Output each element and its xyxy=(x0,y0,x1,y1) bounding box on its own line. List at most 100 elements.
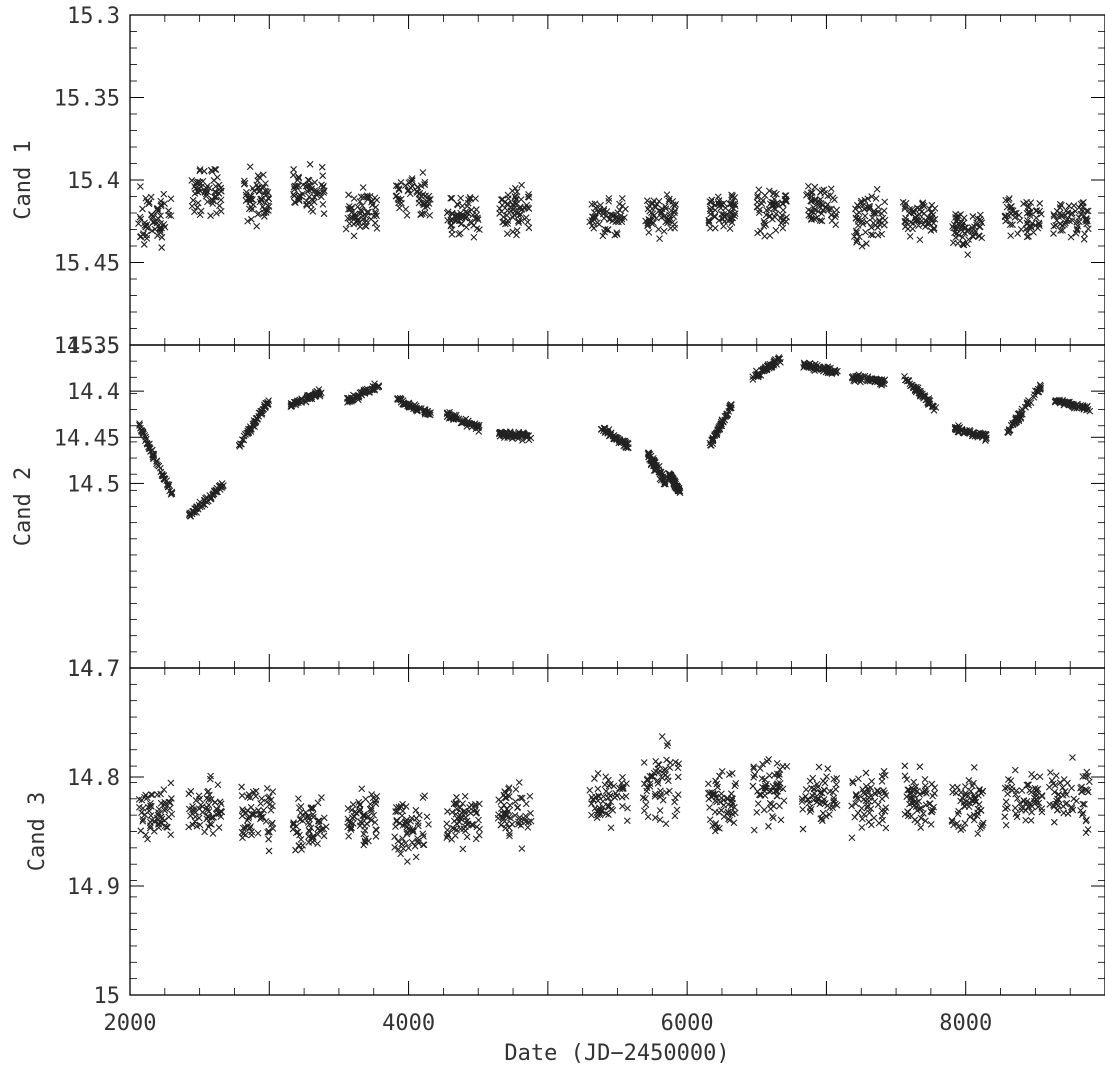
data-point xyxy=(769,782,777,790)
data-point xyxy=(726,225,734,232)
data-point xyxy=(666,764,674,771)
data-point xyxy=(725,771,733,778)
data-point xyxy=(405,403,413,411)
data-point xyxy=(400,400,408,408)
data-point xyxy=(808,198,816,205)
data-point xyxy=(217,196,225,204)
data-point xyxy=(245,428,253,436)
data-point xyxy=(862,782,870,790)
data-point xyxy=(403,212,411,219)
data-point xyxy=(1023,228,1031,236)
data-point xyxy=(656,807,664,814)
data-point xyxy=(755,209,763,217)
data-point xyxy=(1023,198,1030,206)
data-point xyxy=(852,373,859,380)
data-point xyxy=(959,234,967,241)
data-point xyxy=(393,818,401,825)
data-point xyxy=(770,204,778,212)
data-point xyxy=(666,787,673,795)
data-point xyxy=(1028,808,1036,816)
data-point xyxy=(203,806,211,814)
data-point xyxy=(968,796,976,804)
data-point xyxy=(161,807,169,814)
data-point xyxy=(1033,387,1041,395)
data-point xyxy=(1002,798,1010,806)
data-point xyxy=(858,824,866,831)
data-point xyxy=(827,185,835,193)
data-point xyxy=(773,781,781,789)
data-point xyxy=(881,771,889,779)
data-point xyxy=(1084,225,1092,233)
data-point xyxy=(526,792,534,800)
data-point xyxy=(136,183,144,190)
data-point xyxy=(203,795,211,802)
data-point xyxy=(709,822,717,829)
data-point xyxy=(765,755,773,763)
data-point xyxy=(675,760,683,768)
data-point xyxy=(167,831,175,839)
data-point xyxy=(875,216,883,224)
data-point xyxy=(149,450,157,458)
data-point xyxy=(861,205,868,213)
data-point xyxy=(296,831,303,839)
data-point xyxy=(881,198,889,206)
data-point xyxy=(514,820,522,828)
data-point xyxy=(515,779,523,786)
data-point xyxy=(651,790,659,798)
data-point xyxy=(403,858,411,865)
data-point xyxy=(1001,813,1009,821)
data-point xyxy=(1002,196,1010,204)
data-point xyxy=(979,821,986,829)
data-point xyxy=(500,801,508,809)
data-point xyxy=(250,810,258,818)
data-point xyxy=(521,815,529,823)
data-point xyxy=(973,812,981,820)
data-point xyxy=(320,814,328,822)
data-point xyxy=(705,217,713,225)
data-point xyxy=(295,795,302,803)
data-point xyxy=(1065,202,1073,210)
data-point xyxy=(160,190,168,198)
data-point xyxy=(973,219,980,227)
data-point xyxy=(619,773,626,781)
data-point xyxy=(655,468,663,476)
data-point xyxy=(1020,797,1028,805)
data-point xyxy=(858,242,866,250)
data-point xyxy=(1015,211,1023,219)
data-point xyxy=(1037,382,1044,390)
data-point xyxy=(395,803,403,811)
data-point xyxy=(832,211,840,218)
data-point xyxy=(881,216,889,224)
data-point xyxy=(728,191,735,199)
data-point xyxy=(648,772,656,780)
data-point xyxy=(714,783,721,791)
data-point xyxy=(950,221,958,228)
data-point xyxy=(1056,779,1064,787)
data-point xyxy=(648,209,655,217)
data-point xyxy=(1050,818,1058,826)
data-point xyxy=(139,205,146,213)
data-point xyxy=(248,831,256,839)
data-point xyxy=(306,160,314,168)
data-point xyxy=(517,794,524,802)
data-point xyxy=(754,229,761,237)
data-point xyxy=(458,813,465,821)
data-point xyxy=(808,196,816,204)
data-point xyxy=(1051,788,1058,796)
data-point xyxy=(616,785,624,793)
data-point xyxy=(750,826,758,834)
data-point xyxy=(867,224,875,231)
data-point xyxy=(598,426,606,433)
data-point xyxy=(257,800,264,807)
data-point xyxy=(349,801,357,808)
data-point xyxy=(215,824,223,831)
data-point xyxy=(761,232,769,240)
data-point xyxy=(816,217,824,224)
data-point xyxy=(1024,217,1031,224)
data-point xyxy=(188,202,196,210)
data-point xyxy=(662,820,670,828)
data-point xyxy=(196,498,204,506)
data-point xyxy=(185,823,193,831)
data-point xyxy=(443,820,451,828)
data-point xyxy=(371,818,379,826)
